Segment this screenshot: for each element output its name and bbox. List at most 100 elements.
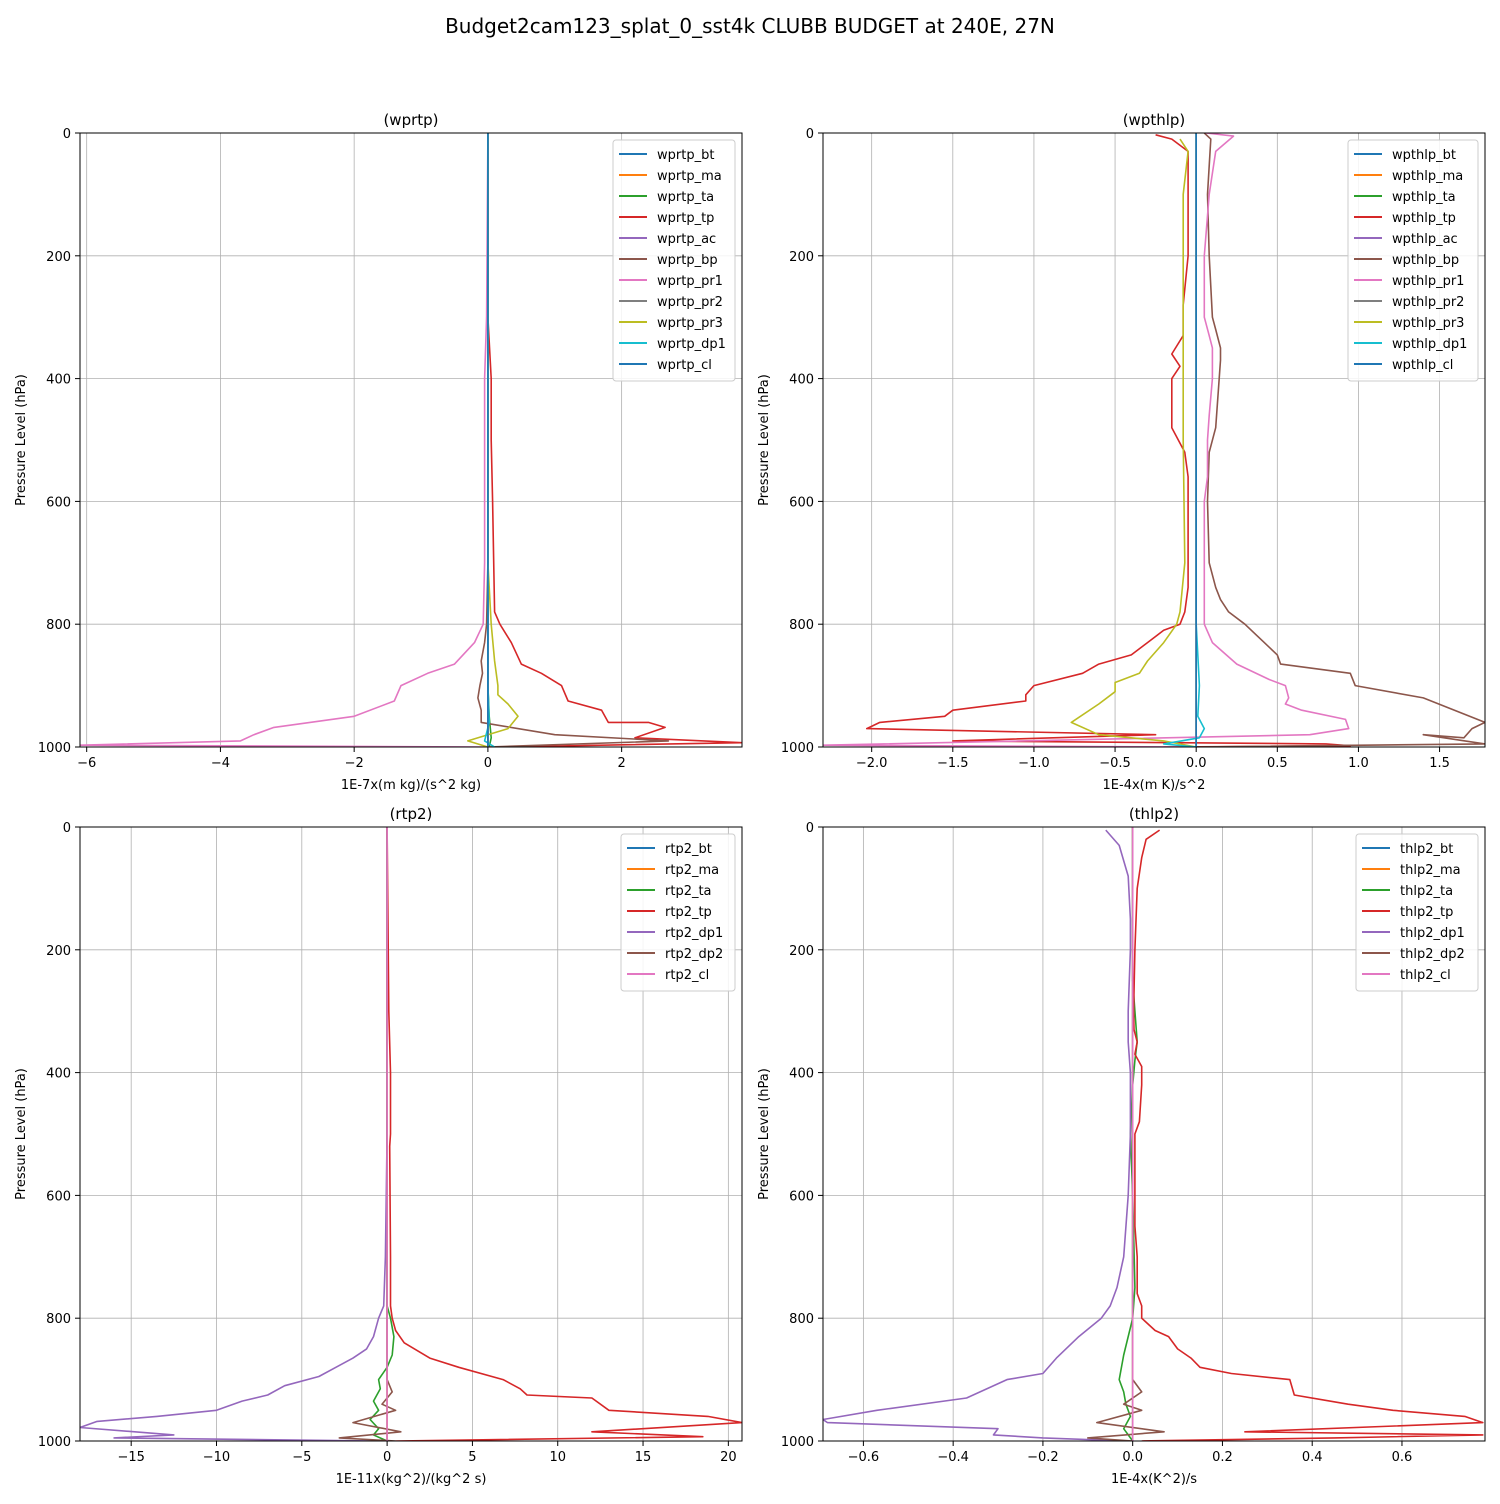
x-tick-label: 2 [617,756,625,771]
y-tick-label: 0 [63,821,71,836]
x-tick-label: −2.0 [856,756,888,771]
legend-entry: wprtp_pr2 [657,295,723,310]
x-tick-label: 0.0 [1122,1450,1143,1465]
x-tick-label: 0.6 [1392,1450,1413,1465]
chart-panel-3: −15 −10 −5 0 5 10 15 2002004006008001000(rtp2)1… [14,805,743,1487]
x-tick-label: −0.5 [1099,756,1131,771]
x-axis-label: 1E-7x(m kg)/(s^2 kg) [341,778,481,793]
y-tick-label: 200 [46,250,71,265]
y-axis-label: Pressure Level (hPa) [14,1068,29,1200]
x-axis-label: 1E-4x(K^2)/s [1111,1472,1197,1487]
legend-entry: rtp2_dp1 [665,926,723,941]
legend: rtp2_bt rtp2_ma rtp2_ta rtp2_tp rtp2_dp1 rtp2… [620,833,736,992]
y-tick-label: 200 [789,250,814,265]
x-tick-label: −1.5 [937,756,969,771]
legend-entry: wpthlp_pr1 [1392,274,1464,289]
y-tick-label: 1000 [781,741,814,756]
y-tick-label: 400 [46,373,71,388]
x-tick-label: −0.4 [937,1450,969,1465]
legend-entry: rtp2_ma [665,863,719,878]
legend-entry: thlp2_dp2 [1400,947,1465,962]
legend-box [612,139,736,382]
y-tick-label: 600 [46,1189,71,1204]
figure-title: Budget2cam123_splat_0_sst4k CLUBB BUDGET… [445,14,1055,38]
x-axis-label: 1E-4x(m K)/s^2 [1103,778,1206,793]
x-axis-label: 1E-11x(kg^2)/(kg^2 s) [336,1472,487,1487]
y-tick-label: 400 [789,1067,814,1082]
legend-entry: rtp2_cl [665,968,709,983]
chart-panel-2: −2.0 −1.5 −1.0 −0.5 0.0 0.5 1.0 1.5 0 200 400 600 80… [757,111,1486,793]
y-tick-label: 600 [789,1189,814,1204]
legend-entry: wprtp_ac [657,232,716,247]
x-tick-label: −1.0 [1018,756,1050,771]
series-line-rtp2_dp2 [338,827,402,1441]
legend-entry: thlp2_ma [1400,863,1461,878]
x-tick-label: −10 [203,1450,230,1465]
x-tick-label: 1.5 [1429,756,1450,771]
y-tick-label: 800 [46,618,71,633]
series-line-wpthlp_pr3 [1070,138,1197,747]
series-line-rtp2_dp1 [80,827,388,1441]
legend-entry: wprtp_pr1 [657,274,723,289]
legend-entry: wpthlp_ma [1392,169,1463,184]
series-group [823,133,1485,747]
legend: wprtp_bt wprtp_ma wprtp_ta wprtp_tp wprtp_ac… [612,139,736,382]
axes-frame [79,132,743,748]
series-line-rtp2_ta [369,827,395,1441]
series-line-thlp2_ta [1118,827,1138,1441]
y-tick-label: 0 [806,821,814,836]
y-axis-label: Pressure Level (hPa) [757,1068,772,1200]
legend-entry: rtp2_bt [665,842,712,857]
legend-entry: wprtp_tp [657,211,714,226]
legend-entry: wpthlp_pr3 [1392,316,1464,331]
series-group [80,133,742,747]
y-tick-label: 800 [789,1312,814,1327]
series-line-wpthlp_bp [1196,133,1485,747]
series-line-wpthlp_pr1 [823,133,1350,747]
legend-box [620,833,736,992]
chart-title: (wpthlp) [1123,111,1186,129]
x-tick-label: 0.5 [1267,756,1288,771]
y-tick-label: 600 [46,495,71,510]
legend-entry: rtp2_tp [665,905,712,920]
legend-entry: rtp2_dp2 [665,947,723,962]
series-group [823,827,1484,1441]
legend-entry: wpthlp_cl [1392,358,1453,373]
y-tick-label: 400 [46,1067,71,1082]
legend-entry: wprtp_ma [657,169,722,184]
y-tick-label: 0 [806,127,814,142]
legend-entry: wpthlp_ta [1392,190,1456,205]
y-tick-label: 800 [789,618,814,633]
x-tick-label: −15 [117,1450,144,1465]
legend: thlp2_bt thlp2_ma thlp2_ta thlp2_tp thlp2_dp… [1355,833,1479,992]
legend-entry: wpthlp_pr2 [1392,295,1464,310]
x-tick-label: −2 [345,756,364,771]
y-tick-label: 200 [46,944,71,959]
chart-panel-1: −6 −4 −2 0 2 0 200 400 600 800 1000 (wprtp) 1E-7x(m … [14,111,743,793]
x-tick-label: −5 [292,1450,311,1465]
series-line-wprtp_dp1 [483,133,496,747]
legend-entry: thlp2_tp [1400,905,1453,920]
axes-frame [822,826,1486,1442]
series-line-rtp2_tp [386,827,742,1441]
y-tick-label: 800 [46,1312,71,1327]
legend-entry: wprtp_cl [657,358,712,373]
legend-entry: wpthlp_bp [1392,253,1459,268]
y-tick-label: 600 [789,495,814,510]
legend-box [1347,139,1479,382]
y-tick-label: 200 [789,944,814,959]
legend-entry: wprtp_pr3 [657,316,723,331]
axes-frame [822,132,1486,748]
legend-box [1355,833,1479,992]
legend-entry: wprtp_bp [657,253,718,268]
legend-entry: wprtp_dp1 [657,337,726,352]
y-tick-label: 1000 [781,1435,814,1450]
legend-entry: wpthlp_bt [1392,148,1456,163]
legend-entry: wpthlp_ac [1392,232,1458,247]
x-tick-label: −4 [211,756,230,771]
legend-entry: thlp2_dp1 [1400,926,1465,941]
legend: wpthlp_bt wpthlp_ma wpthlp_ta wpthlp_tpwpth… [1347,139,1479,382]
x-tick-label: 0.0 [1186,756,1207,771]
